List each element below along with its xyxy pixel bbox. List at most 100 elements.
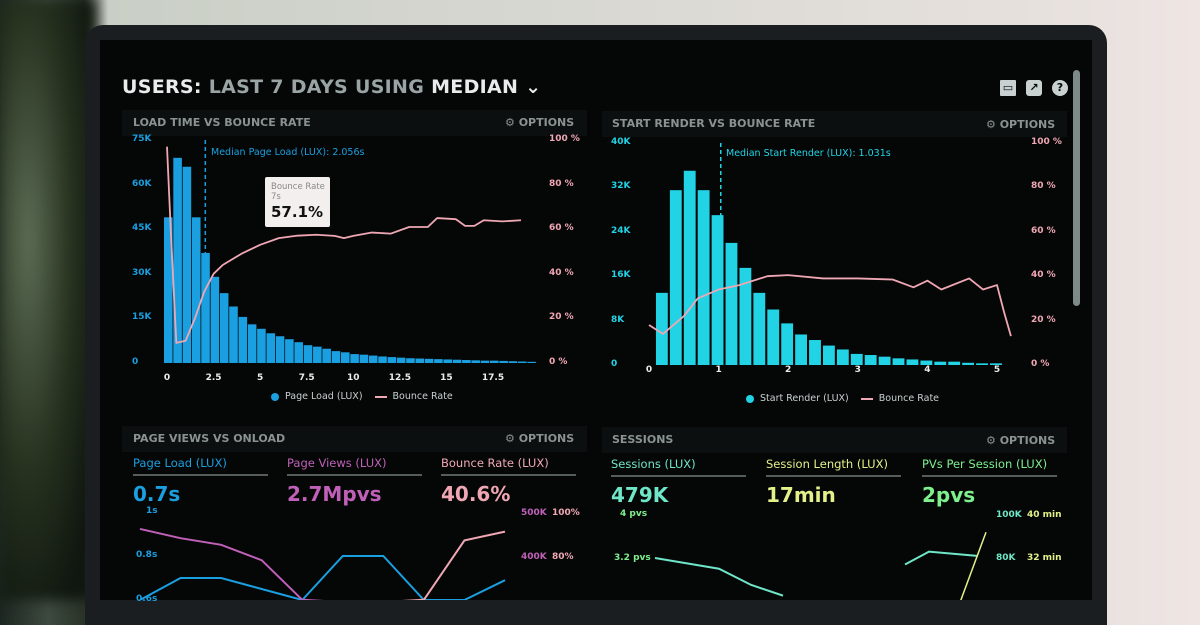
y2-tick-label: 80 %	[1031, 181, 1056, 192]
median-label: Median Start Render (LUX): 1.031s	[726, 148, 891, 159]
y-tick-label: 0.6s	[136, 594, 158, 604]
title-prefix: USERS:	[122, 76, 202, 98]
x-tick-label: 10	[347, 373, 360, 383]
panel-header-sessions	[602, 427, 1067, 453]
x-tick-label: 7.5	[298, 373, 315, 383]
metric-value: 2.7Mpvs	[287, 482, 382, 506]
legend-swatch	[271, 392, 279, 401]
metric-tile[interactable]: PVs Per Session (LUX) 2pvs	[922, 457, 1057, 507]
chart-tooltip: Bounce Rate 7s 57.1%	[265, 177, 330, 227]
x-tick-label: 0	[645, 365, 653, 375]
legend-item[interactable]: Bounce Rate	[878, 393, 940, 404]
options-button[interactable]: ⚙ OPTIONS	[986, 118, 1056, 131]
y2-tick-label: 80K	[996, 553, 1016, 563]
dashboard-title[interactable]: USERS: LAST 7 DAYS USING MEDIAN ⌄	[122, 76, 541, 98]
options-button[interactable]: ⚙ OPTIONS	[505, 432, 575, 445]
metric-value: 40.6%	[441, 482, 511, 506]
y-tick-label: 0	[611, 359, 618, 369]
y-tick-label: 4 pvs	[620, 509, 648, 519]
legend-swatch	[860, 397, 873, 400]
legend-item[interactable]: Bounce Rate	[392, 391, 453, 402]
legend-item[interactable]: Start Render (LUX)	[760, 393, 849, 404]
y-tick-label: 16K	[611, 270, 631, 281]
y3-tick-label: 32 min	[1027, 553, 1062, 563]
chart-legend: Start Render (LUX) Bounce Rate	[746, 393, 939, 404]
metric-tile[interactable]: Bounce Rate (LUX) 40.6%	[441, 456, 576, 506]
title-stat: MEDIAN	[431, 76, 519, 98]
x-tick-label: 15	[440, 373, 453, 383]
x-tick-label: 2.5	[205, 373, 222, 383]
help-icon[interactable]: ?	[1052, 80, 1068, 96]
metric-value: 17min	[766, 483, 836, 507]
y2-tick-label: 40 %	[549, 267, 574, 278]
tooltip-value: 57.1%	[271, 203, 324, 221]
title-using: USING	[354, 76, 425, 98]
options-button[interactable]: ⚙ OPTIONS	[986, 434, 1056, 447]
y2-tick-label: 100 %	[549, 134, 580, 144]
monitor-icon[interactable]: ▭	[1000, 80, 1016, 96]
panel-title: PAGE VIEWS VS ONLOAD	[133, 432, 286, 445]
metric-label: PVs Per Session (LUX)	[922, 457, 1048, 471]
metric-label: Page Views (LUX)	[287, 456, 387, 470]
y-tick-label: 32K	[611, 181, 631, 192]
metric-tile[interactable]: Page Views (LUX) 2.7Mpvs	[287, 456, 422, 506]
y-tick-label: 1s	[146, 506, 158, 516]
y-tick-label: 3.2 pvs	[614, 553, 651, 563]
legend-swatch	[374, 395, 387, 398]
title-range: LAST 7 DAYS	[208, 76, 349, 98]
x-tick-label: 17.5	[481, 373, 505, 383]
y-tick-label: 30K	[132, 267, 152, 278]
chart-legend: Page Load (LUX) Bounce Rate	[271, 391, 453, 402]
y2-tick-label: 20 %	[1031, 314, 1056, 325]
metric-tile[interactable]: Session Length (LUX) 17min	[766, 457, 901, 507]
panel-title: START RENDER VS BOUNCE RATE	[612, 117, 816, 130]
y-tick-label: 0	[132, 357, 139, 367]
x-tick-label: 3	[854, 365, 861, 375]
y-tick-label: 60K	[132, 178, 152, 189]
y3-tick-label: 40 min	[1027, 510, 1062, 520]
scrollbar[interactable]	[1073, 70, 1080, 306]
chevron-down-icon[interactable]: ⌄	[525, 76, 542, 98]
metric-divider	[133, 474, 268, 476]
share-icon[interactable]: ↗	[1026, 80, 1042, 96]
y2-tick-label: 400K	[521, 552, 547, 562]
y2-tick-label: 60 %	[549, 223, 574, 234]
panel-header-start-render	[602, 111, 1067, 137]
options-button[interactable]: ⚙ OPTIONS	[505, 116, 575, 129]
x-tick-label: 1	[715, 365, 722, 375]
y-tick-label: 75K	[132, 134, 152, 144]
metric-label: Session Length (LUX)	[766, 457, 888, 471]
legend-item[interactable]: Page Load (LUX)	[285, 391, 363, 402]
metric-value: 479K	[611, 483, 669, 507]
y3-tick-label: 80%	[552, 552, 574, 562]
metric-label: Page Load (LUX)	[133, 456, 227, 470]
legend-swatch	[746, 394, 754, 403]
header-icons: ▭ ↗ ?	[1000, 80, 1068, 96]
x-tick-label: 2	[785, 365, 792, 375]
background-plant	[0, 0, 95, 600]
x-tick-label: 12.5	[388, 373, 411, 383]
panel-header-page-views	[122, 426, 587, 452]
y2-tick-label: 40 %	[1031, 270, 1056, 281]
y2-tick-label: 0 %	[1031, 359, 1050, 369]
panel-title: SESSIONS	[612, 433, 674, 446]
y2-tick-label: 500K	[521, 508, 547, 518]
x-tick-label: 0	[163, 373, 171, 383]
y-tick-label: 40K	[611, 137, 631, 147]
y-tick-label: 15K	[132, 312, 152, 323]
metric-divider	[922, 475, 1057, 477]
metric-divider	[287, 474, 422, 476]
tooltip-title: Bounce Rate	[271, 182, 325, 192]
y-tick-label: 45K	[132, 223, 152, 234]
y-tick-label: 0.8s	[136, 550, 158, 560]
median-label: Median Page Load (LUX): 2.056s	[211, 147, 365, 158]
y2-tick-label: 100K	[996, 510, 1022, 520]
y-tick-label: 8K	[611, 314, 625, 325]
metric-tile[interactable]: Sessions (LUX) 479K	[611, 457, 746, 507]
metric-label: Sessions (LUX)	[611, 457, 696, 471]
y2-tick-label: 100 %	[1031, 137, 1062, 147]
metric-divider	[611, 475, 746, 477]
metric-value: 0.7s	[133, 482, 181, 506]
metric-divider	[441, 474, 576, 476]
metric-tile[interactable]: Page Load (LUX) 0.7s	[133, 456, 268, 506]
